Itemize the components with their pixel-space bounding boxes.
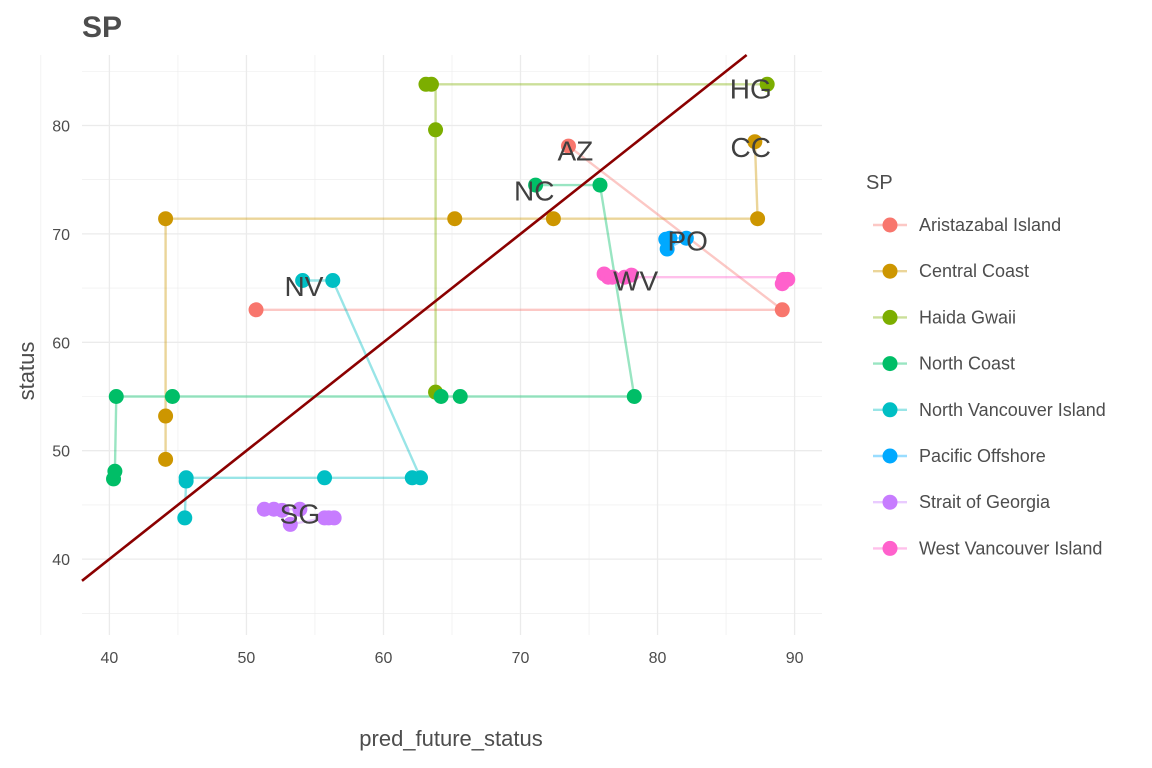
- y-tick-label: 80: [52, 118, 70, 135]
- legend-label: Strait of Georgia: [919, 492, 1051, 512]
- legend-key-point: [882, 448, 898, 464]
- legend-label: North Coast: [919, 354, 1015, 374]
- data-point: [158, 211, 174, 227]
- series-line: [112, 183, 636, 480]
- x-axis-title: pred_future_status: [359, 726, 542, 751]
- x-tick-label: 80: [649, 650, 667, 667]
- x-tick-label: 50: [238, 650, 256, 667]
- legend-item: Haida Gwaii: [873, 307, 1016, 327]
- data-point: [325, 272, 341, 288]
- data-point: [624, 267, 640, 283]
- data-point: [177, 510, 193, 526]
- y-axis-ticks: 40 50 60 70 80: [52, 118, 70, 569]
- legend-item: Central Coast: [873, 261, 1029, 281]
- y-axis-title: status: [14, 342, 39, 401]
- chart-title: SP: [82, 11, 122, 44]
- data-point: [428, 122, 444, 138]
- legend-item: North Coast: [873, 354, 1015, 374]
- series-paths: [112, 83, 786, 527]
- legend: SP Aristazabal Island Central Coast Haida …: [866, 172, 1106, 558]
- data-point: [678, 230, 694, 246]
- data-point: [292, 501, 308, 517]
- data-point: [326, 510, 342, 526]
- y-tick-label: 60: [52, 335, 70, 352]
- legend-label: Aristazabal Island: [919, 215, 1061, 235]
- data-point: [774, 302, 790, 318]
- data-point: [423, 76, 439, 92]
- legend-key-point: [882, 402, 898, 418]
- data-point: [412, 470, 428, 486]
- legend-label: North Vancouver Island: [919, 400, 1106, 420]
- x-axis-ticks: 40 50 60 70 80 90: [101, 650, 804, 667]
- data-point: [158, 451, 174, 467]
- data-point: [178, 470, 194, 486]
- data-point: [317, 470, 333, 486]
- legend-item: Aristazabal Island: [873, 215, 1061, 235]
- data-point: [528, 177, 544, 193]
- legend-key-point: [882, 540, 898, 556]
- data-point: [604, 269, 620, 285]
- legend-item: Pacific Offshore: [873, 446, 1046, 466]
- legend-label: Pacific Offshore: [919, 446, 1046, 466]
- point-label: NV: [285, 271, 324, 302]
- y-tick-label: 70: [52, 227, 70, 244]
- x-tick-label: 70: [512, 650, 530, 667]
- data-point: [248, 302, 264, 318]
- series-line: [427, 83, 768, 393]
- point-label: AZ: [557, 135, 593, 166]
- data-point: [560, 138, 576, 154]
- data-point: [750, 211, 766, 227]
- point-label: SG: [280, 499, 320, 530]
- point-label: WV: [613, 265, 658, 296]
- series-line: [183, 279, 423, 518]
- legend-title: SP: [866, 172, 893, 194]
- data-point: [164, 388, 180, 404]
- point-label: CC: [731, 132, 771, 163]
- data-point: [592, 177, 608, 193]
- data-point: [662, 230, 678, 246]
- data-point: [545, 211, 561, 227]
- data-point: [107, 463, 123, 479]
- legend-label: West Vancouver Island: [919, 538, 1102, 558]
- point-labels: AZ CC HG NC NV PO SG WV: [280, 74, 772, 530]
- data-point: [452, 388, 468, 404]
- legend-item: West Vancouver Island: [873, 538, 1102, 558]
- data-point: [759, 76, 775, 92]
- series-points: [106, 76, 796, 532]
- data-point: [158, 408, 174, 424]
- point-label: PO: [667, 225, 707, 256]
- x-tick-label: 40: [101, 650, 119, 667]
- data-point: [774, 276, 790, 292]
- data-point: [295, 272, 311, 288]
- legend-item: Strait of Georgia: [873, 492, 1051, 512]
- grid: [40, 55, 822, 635]
- point-label: NC: [514, 176, 554, 207]
- legend-key-point: [882, 494, 898, 510]
- legend-item: North Vancouver Island: [873, 400, 1106, 420]
- y-tick-label: 40: [52, 552, 70, 569]
- legend-key-point: [882, 356, 898, 372]
- reference-line: [81, 53, 748, 582]
- data-point: [626, 388, 642, 404]
- y-tick-label: 50: [52, 444, 70, 461]
- reference-line-segment: [81, 53, 748, 582]
- legend-key-point: [882, 217, 898, 233]
- data-point: [282, 516, 298, 532]
- data-point: [747, 134, 763, 150]
- point-label: HG: [730, 74, 772, 105]
- x-tick-label: 60: [375, 650, 393, 667]
- series-line: [164, 141, 759, 460]
- x-tick-label: 90: [786, 650, 804, 667]
- legend-key-point: [882, 309, 898, 325]
- data-point: [447, 211, 463, 227]
- data-point: [274, 502, 290, 518]
- legend-key-point: [882, 263, 898, 279]
- data-point: [108, 388, 124, 404]
- legend-label: Haida Gwaii: [919, 307, 1016, 327]
- legend-label: Central Coast: [919, 261, 1029, 281]
- data-point: [433, 388, 449, 404]
